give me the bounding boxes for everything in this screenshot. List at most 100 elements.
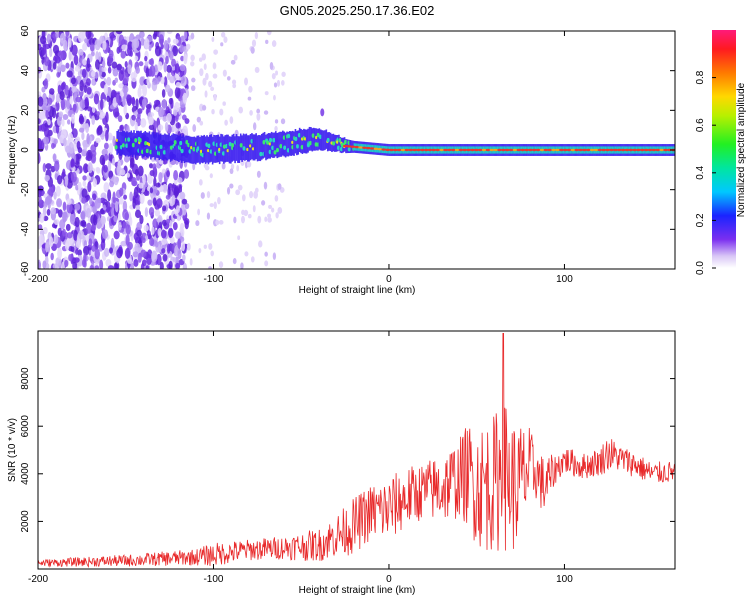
spectrogram-band-cell bbox=[228, 136, 231, 164]
spectrogram-noise-cell bbox=[254, 31, 259, 40]
spectrogram-noise-cell bbox=[258, 240, 263, 248]
spectrogram-noise-cell bbox=[83, 253, 87, 264]
spectrogram-noise-cell bbox=[163, 61, 168, 73]
spectrogram-noise-cell bbox=[59, 32, 66, 44]
spectrogram-noise-cell bbox=[103, 83, 109, 96]
spectrogram-noise-cell bbox=[114, 77, 119, 84]
spectrogram-noise-cell bbox=[119, 168, 126, 176]
spectrogram-noise-cell bbox=[190, 32, 195, 40]
spectrogram-band-cell bbox=[260, 133, 263, 160]
spectrogram-noise-cell bbox=[160, 229, 167, 239]
spectrogram-noise-cell bbox=[129, 191, 133, 202]
spectrogram-noise-cell bbox=[43, 126, 50, 138]
spectrogram-noise-cell bbox=[154, 209, 161, 217]
spectrogram-noise-cell bbox=[94, 265, 100, 269]
spectrogram-noise-cell bbox=[190, 61, 195, 67]
snr-series-line bbox=[38, 333, 675, 568]
spectrogram-band-cell bbox=[253, 134, 256, 161]
spectrogram-band-cell bbox=[275, 147, 279, 153]
spectrogram-noise-cell bbox=[38, 195, 42, 204]
spectrogram-noise-cell bbox=[111, 61, 118, 69]
spectrogram-ridge-cell bbox=[578, 148, 583, 152]
spectrogram-noise-cell bbox=[273, 94, 276, 101]
spectrogram-noise-cell bbox=[233, 216, 237, 224]
spectrogram-noise-cell bbox=[46, 195, 53, 205]
spectrogram-band-cell bbox=[166, 134, 169, 161]
spectrogram-noise-cell bbox=[104, 153, 109, 161]
spectrogram-ridge-cell bbox=[416, 148, 421, 152]
spectrogram-band-cell bbox=[206, 148, 210, 153]
spectrogram-band-cell bbox=[123, 131, 125, 156]
spectrogram-band-cell bbox=[216, 134, 218, 163]
spectrogram-band-cell bbox=[308, 140, 312, 146]
spectrogram-noise-cell bbox=[161, 89, 166, 98]
snr-y-tick-label: 4000 bbox=[20, 462, 31, 485]
spectrogram-ridge-cell bbox=[663, 148, 668, 152]
spectrogram-band-cell bbox=[326, 137, 330, 143]
spectrogram-noise-cell bbox=[83, 140, 88, 152]
spectrogram-ridge-cell bbox=[620, 148, 626, 152]
spectrogram-ridge-cell bbox=[393, 148, 398, 152]
spectrogram-noise-cell bbox=[111, 207, 115, 218]
spectrogram-noise-cell bbox=[137, 112, 141, 120]
spectrogram-noise-cell bbox=[197, 208, 201, 216]
spectrogram-band-cell bbox=[155, 132, 158, 158]
spectrogram-noise-cell bbox=[182, 254, 186, 262]
spectrogram-noise-cell bbox=[65, 223, 71, 232]
spectrogram-ridge-cell bbox=[447, 148, 452, 152]
spectrogram-noise-cell bbox=[210, 250, 214, 257]
spectrogram-band-cell bbox=[293, 131, 295, 156]
spectrogram-ridge-cell bbox=[474, 148, 479, 152]
spectrogram-noise-cell bbox=[203, 244, 207, 249]
spectrogram-band-cell bbox=[282, 130, 284, 156]
spectrogram-noise-cell bbox=[136, 221, 142, 231]
spectrogram-noise-cell bbox=[208, 266, 212, 269]
spectrogram-band-cell bbox=[159, 144, 163, 150]
spectrogram-ridge-cell bbox=[427, 148, 433, 152]
spectrogram-ridge-cell bbox=[570, 148, 576, 152]
spectrogram-band-cell bbox=[116, 131, 118, 155]
spectrogram-noise-cell bbox=[275, 212, 279, 219]
spectrogram-noise-cell bbox=[55, 93, 60, 104]
spectrogram-ridge-cell bbox=[586, 148, 591, 152]
spectrogram-noise-cell bbox=[154, 45, 162, 57]
spectrogram-noise-cell bbox=[201, 53, 206, 61]
spectrogram-noise-cell bbox=[242, 194, 246, 202]
spectrogram-noise-cell bbox=[103, 182, 110, 193]
spectrogram-noise-cell bbox=[118, 196, 124, 205]
spectrogram-noise-cell bbox=[212, 62, 217, 70]
spectrogram-noise-cell bbox=[156, 198, 163, 209]
spectrogram-noise-cell bbox=[99, 99, 104, 111]
spectrogram-noise-cell bbox=[40, 35, 47, 45]
spectrogram-noise-cell bbox=[224, 119, 228, 126]
spectrogram-ridge-cell bbox=[385, 148, 390, 152]
spectrogram-noise-cell bbox=[175, 81, 181, 88]
spectrogram-noise-cell bbox=[206, 191, 211, 199]
spectrogram-noise-cell bbox=[148, 124, 155, 131]
spectrogram-noise-cell bbox=[152, 218, 158, 229]
spectrogram-noise-cell bbox=[192, 124, 197, 132]
spectrogram-band-cell bbox=[266, 140, 270, 145]
spectrogram-ridge-cell bbox=[516, 148, 522, 152]
spectrogram-band-cell bbox=[318, 134, 322, 139]
spectrogram-noise-cell bbox=[96, 167, 101, 174]
spectrogram-noise-cell bbox=[264, 216, 268, 222]
colorbar-label: Normalized spectral amplitude bbox=[736, 82, 747, 217]
spectrogram-noise-cell bbox=[123, 194, 128, 200]
spectrogram-band-cell bbox=[185, 135, 187, 163]
snr-y-tick-label: 2000 bbox=[20, 510, 31, 533]
spectrogram-band-cell bbox=[248, 135, 250, 162]
spectrogram-band-cell bbox=[162, 150, 166, 155]
spectrogram-band-cell bbox=[319, 129, 322, 151]
spectrogram-noise-cell bbox=[256, 108, 261, 114]
spectrogram-band-cell bbox=[182, 134, 184, 162]
spectrogram-noise-cell bbox=[79, 79, 84, 92]
spectrogram-noise-cell bbox=[77, 181, 82, 191]
spectrogram-noise-cell bbox=[118, 221, 122, 231]
spectrogram-noise-cell bbox=[41, 102, 48, 112]
spectrogram-band-cell bbox=[287, 133, 291, 139]
spectrogram-noise-cell bbox=[173, 257, 177, 263]
spectrogram-noise-cell bbox=[50, 207, 57, 215]
spectrogram-ridge-cell bbox=[454, 148, 460, 152]
spectrogram-band-cell bbox=[151, 132, 154, 158]
